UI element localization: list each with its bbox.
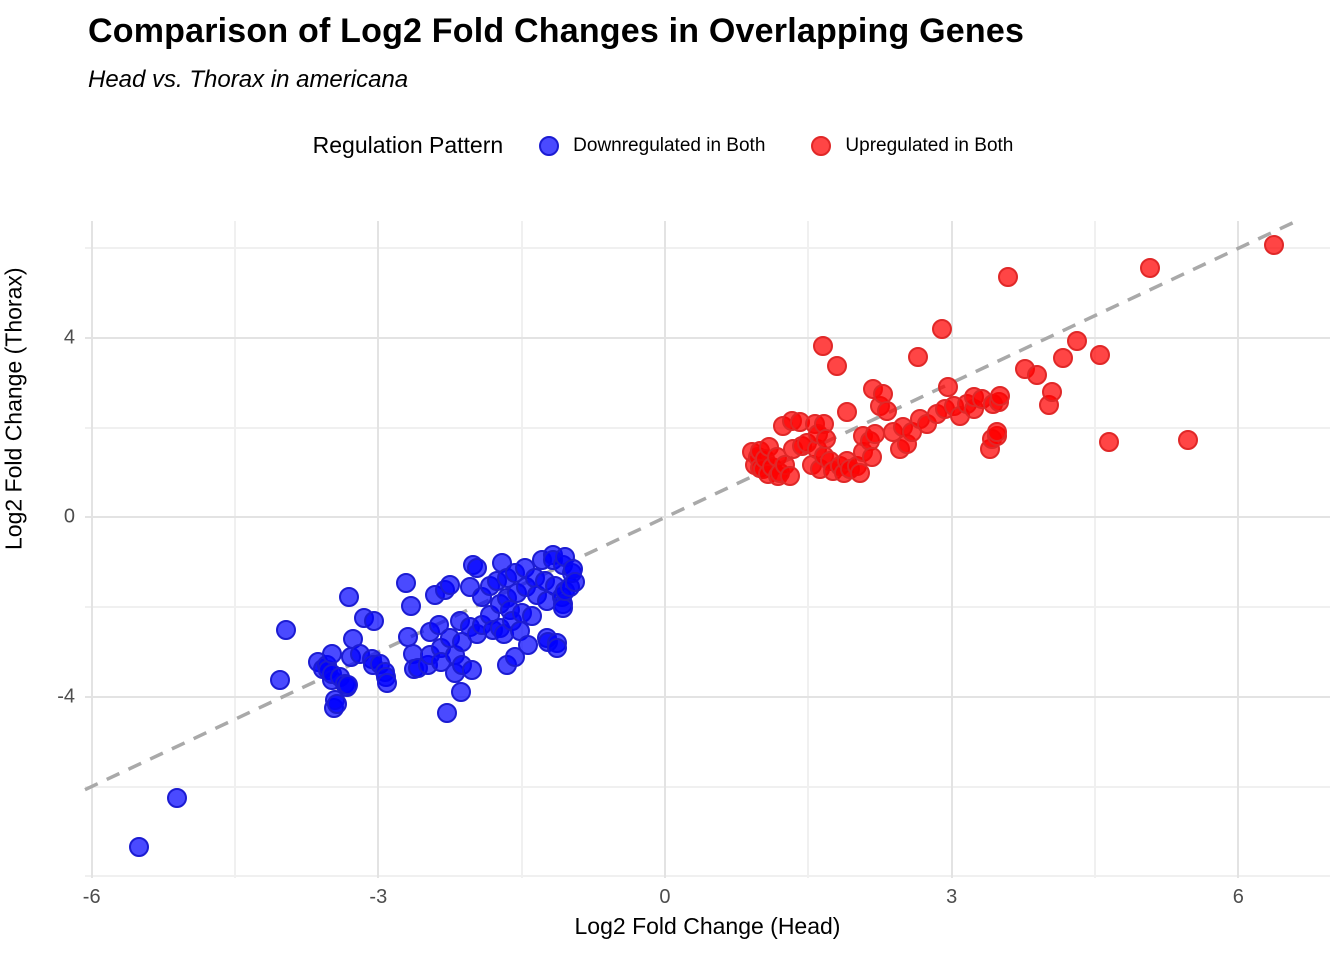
minor-gridline	[85, 875, 1330, 878]
plot-panel: -6 -3 0 3 6 -4 0 4	[57, 219, 1330, 908]
major-gridline	[1237, 221, 1240, 878]
data-point-upregulated	[937, 376, 958, 397]
data-point-downregulated	[166, 788, 187, 809]
data-point-upregulated	[990, 386, 1011, 407]
data-point-downregulated	[461, 659, 482, 680]
y-tick-label: 4	[63, 326, 75, 349]
data-point-upregulated	[816, 429, 837, 450]
data-point-downregulated	[466, 557, 487, 578]
data-point-downregulated	[321, 643, 342, 664]
minor-gridline	[520, 221, 523, 878]
data-point-downregulated	[396, 573, 417, 594]
data-point-upregulated	[908, 346, 929, 367]
x-tick-label: 6	[1232, 886, 1244, 908]
data-point-downregulated	[400, 596, 421, 617]
legend-item-downregulated[interactable]: Downregulated in Both	[539, 135, 765, 157]
minor-gridline	[807, 221, 810, 878]
data-point-upregulated	[998, 267, 1018, 288]
major-gridline	[90, 221, 93, 878]
data-point-upregulated	[780, 466, 801, 487]
minor-gridline	[234, 221, 236, 878]
chart-title: Comparison of Log2 Fold Changes in Overl…	[88, 12, 1025, 50]
data-point-downregulated	[437, 702, 458, 723]
data-point-downregulated	[552, 597, 573, 618]
major-gridline	[85, 337, 1330, 340]
data-point-downregulated	[129, 837, 150, 858]
data-point-upregulated	[876, 401, 897, 422]
legend: Regulation Pattern Downregulated in Both…	[0, 132, 1344, 159]
data-point-upregulated	[826, 356, 847, 377]
major-gridline	[950, 221, 953, 878]
chart-subtitle: Head vs. Thorax in americana	[88, 66, 409, 93]
data-point-upregulated	[836, 402, 857, 423]
data-point-downregulated	[439, 574, 460, 595]
legend-item-upregulated[interactable]: Upregulated in Both	[811, 135, 1013, 157]
data-point-upregulated	[865, 424, 886, 445]
identity-line	[84, 219, 1298, 792]
data-point-downregulated	[376, 672, 397, 693]
legend-title: Regulation Pattern	[312, 132, 504, 158]
data-point-upregulated	[1041, 382, 1062, 403]
data-point-downregulated	[269, 669, 290, 690]
data-point-downregulated	[565, 571, 586, 592]
x-tick-label: -6	[82, 886, 101, 908]
data-point-downregulated	[327, 693, 348, 714]
data-point-downregulated	[363, 610, 384, 631]
data-point-downregulated	[338, 587, 359, 608]
data-point-downregulated	[518, 634, 539, 655]
data-point-downregulated	[275, 619, 296, 640]
data-point-upregulated	[1053, 348, 1074, 369]
data-point-downregulated	[547, 637, 567, 658]
data-point-upregulated	[1140, 258, 1161, 279]
data-point-upregulated	[862, 447, 883, 468]
y-axis-title: Log2 Fold Change (Thorax)	[0, 267, 27, 550]
legend-label-downregulated: Downregulated in Both	[573, 134, 766, 156]
data-point-upregulated	[812, 336, 833, 357]
data-point-upregulated	[932, 319, 953, 340]
minor-gridline	[85, 426, 1330, 429]
data-point-upregulated	[1099, 432, 1120, 453]
data-point-upregulated	[1026, 365, 1047, 386]
data-point-upregulated	[1066, 331, 1087, 352]
data-point-upregulated	[1263, 234, 1284, 255]
data-point-downregulated	[504, 646, 525, 667]
y-tick-label: 0	[63, 505, 75, 528]
major-gridline	[377, 221, 380, 878]
data-point-downregulated	[451, 681, 472, 702]
data-point-upregulated	[987, 422, 1008, 443]
minor-gridline	[85, 606, 1330, 609]
upregulated-point-icon	[811, 135, 832, 156]
y-tick-label: -4	[57, 685, 75, 708]
major-gridline	[85, 695, 1330, 698]
data-point-downregulated	[337, 674, 358, 695]
legend-label-upregulated: Upregulated in Both	[845, 134, 1014, 156]
x-tick-label: 0	[659, 886, 671, 908]
major-gridline	[85, 516, 1330, 519]
downregulated-point-icon	[539, 135, 560, 156]
x-tick-label: -3	[369, 886, 388, 908]
data-point-upregulated	[849, 462, 870, 483]
major-gridline	[663, 221, 666, 878]
data-point-upregulated	[1089, 345, 1110, 366]
minor-gridline	[85, 785, 1330, 788]
minor-gridline	[85, 247, 1330, 250]
data-point-downregulated	[522, 605, 543, 626]
x-tick-label: 3	[946, 886, 958, 908]
data-point-upregulated	[1177, 430, 1198, 451]
minor-gridline	[1093, 221, 1096, 878]
x-axis-title: Log2 Fold Change (Head)	[574, 913, 841, 939]
